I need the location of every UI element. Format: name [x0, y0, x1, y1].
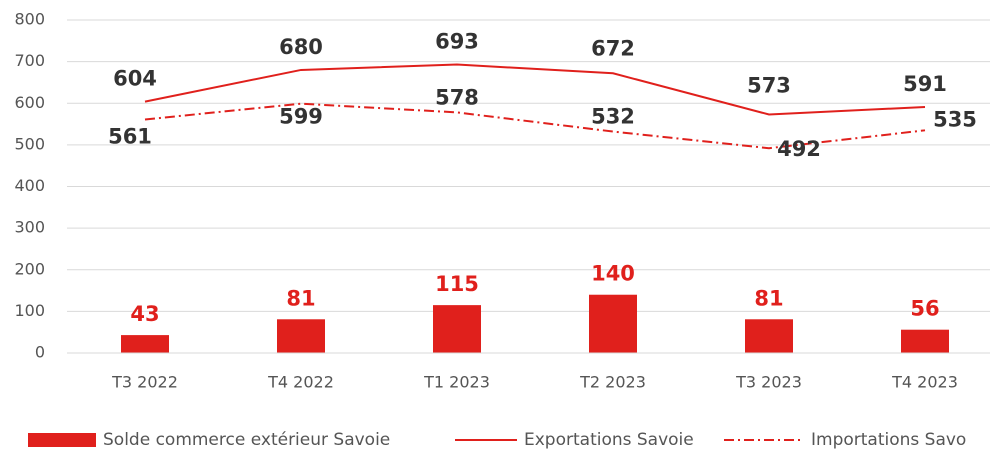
x-tick-label: T4 2022	[267, 373, 334, 392]
line-value-label: 693	[435, 30, 479, 54]
x-tick-label: T3 2023	[735, 373, 802, 392]
line-value-label: 532	[591, 105, 635, 129]
legend-swatch	[28, 433, 96, 447]
bar-value-label: 115	[435, 272, 479, 296]
x-tick-label: T3 2022	[111, 373, 178, 392]
bar	[589, 294, 637, 353]
bar	[433, 305, 481, 353]
bar-value-label: 81	[754, 286, 783, 310]
line-value-label: 573	[747, 73, 791, 97]
y-tick-label: 700	[14, 51, 45, 70]
line-value-label: 578	[435, 85, 479, 109]
y-tick-label: 0	[35, 343, 45, 362]
bar	[745, 319, 793, 353]
bar	[901, 329, 949, 353]
legend-label: Exportations Savoie	[524, 430, 694, 450]
y-tick-label: 200	[14, 259, 45, 278]
line-value-label: 680	[279, 35, 323, 59]
bar-value-label: 140	[591, 262, 635, 286]
bar-value-label: 43	[130, 302, 159, 326]
y-tick-label: 500	[14, 134, 45, 153]
x-tick-label: T2 2023	[579, 373, 646, 392]
bar-value-label: 56	[910, 297, 939, 321]
legend-label: Solde commerce extérieur Savoie	[103, 430, 390, 450]
y-tick-label: 100	[14, 301, 45, 320]
line-value-label: 561	[108, 124, 152, 148]
y-tick-label: 800	[14, 10, 45, 29]
y-tick-label: 300	[14, 218, 45, 237]
line-series	[144, 63, 926, 116]
bar	[121, 335, 169, 353]
bar-value-label: 81	[286, 286, 315, 310]
bar	[277, 319, 325, 353]
line-value-label: 591	[903, 72, 947, 96]
y-tick-label: 400	[14, 176, 45, 195]
x-tick-label: T4 2023	[891, 373, 958, 392]
legend-label: Importations Savo	[811, 430, 966, 450]
line-value-label: 492	[777, 137, 821, 161]
line-value-label: 535	[933, 107, 977, 131]
x-tick-label: T1 2023	[423, 373, 490, 392]
line-value-label: 604	[113, 67, 157, 91]
line-value-label: 599	[279, 105, 323, 129]
line-value-label: 672	[591, 36, 635, 60]
y-tick-label: 600	[14, 93, 45, 112]
